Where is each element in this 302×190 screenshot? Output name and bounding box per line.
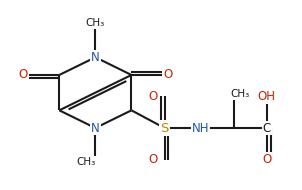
Text: OH: OH <box>258 90 276 103</box>
Text: O: O <box>163 68 172 82</box>
Text: O: O <box>19 68 28 82</box>
Text: S: S <box>160 122 169 135</box>
Text: CH₃: CH₃ <box>86 18 105 28</box>
Text: O: O <box>148 153 157 166</box>
Text: NH: NH <box>192 122 209 135</box>
Text: O: O <box>148 90 157 103</box>
Text: N: N <box>91 122 100 135</box>
Text: CH₃: CH₃ <box>77 157 96 167</box>
Text: C: C <box>263 122 271 135</box>
Text: O: O <box>262 153 271 166</box>
Text: N: N <box>91 51 100 64</box>
Text: CH₃: CH₃ <box>230 89 249 99</box>
